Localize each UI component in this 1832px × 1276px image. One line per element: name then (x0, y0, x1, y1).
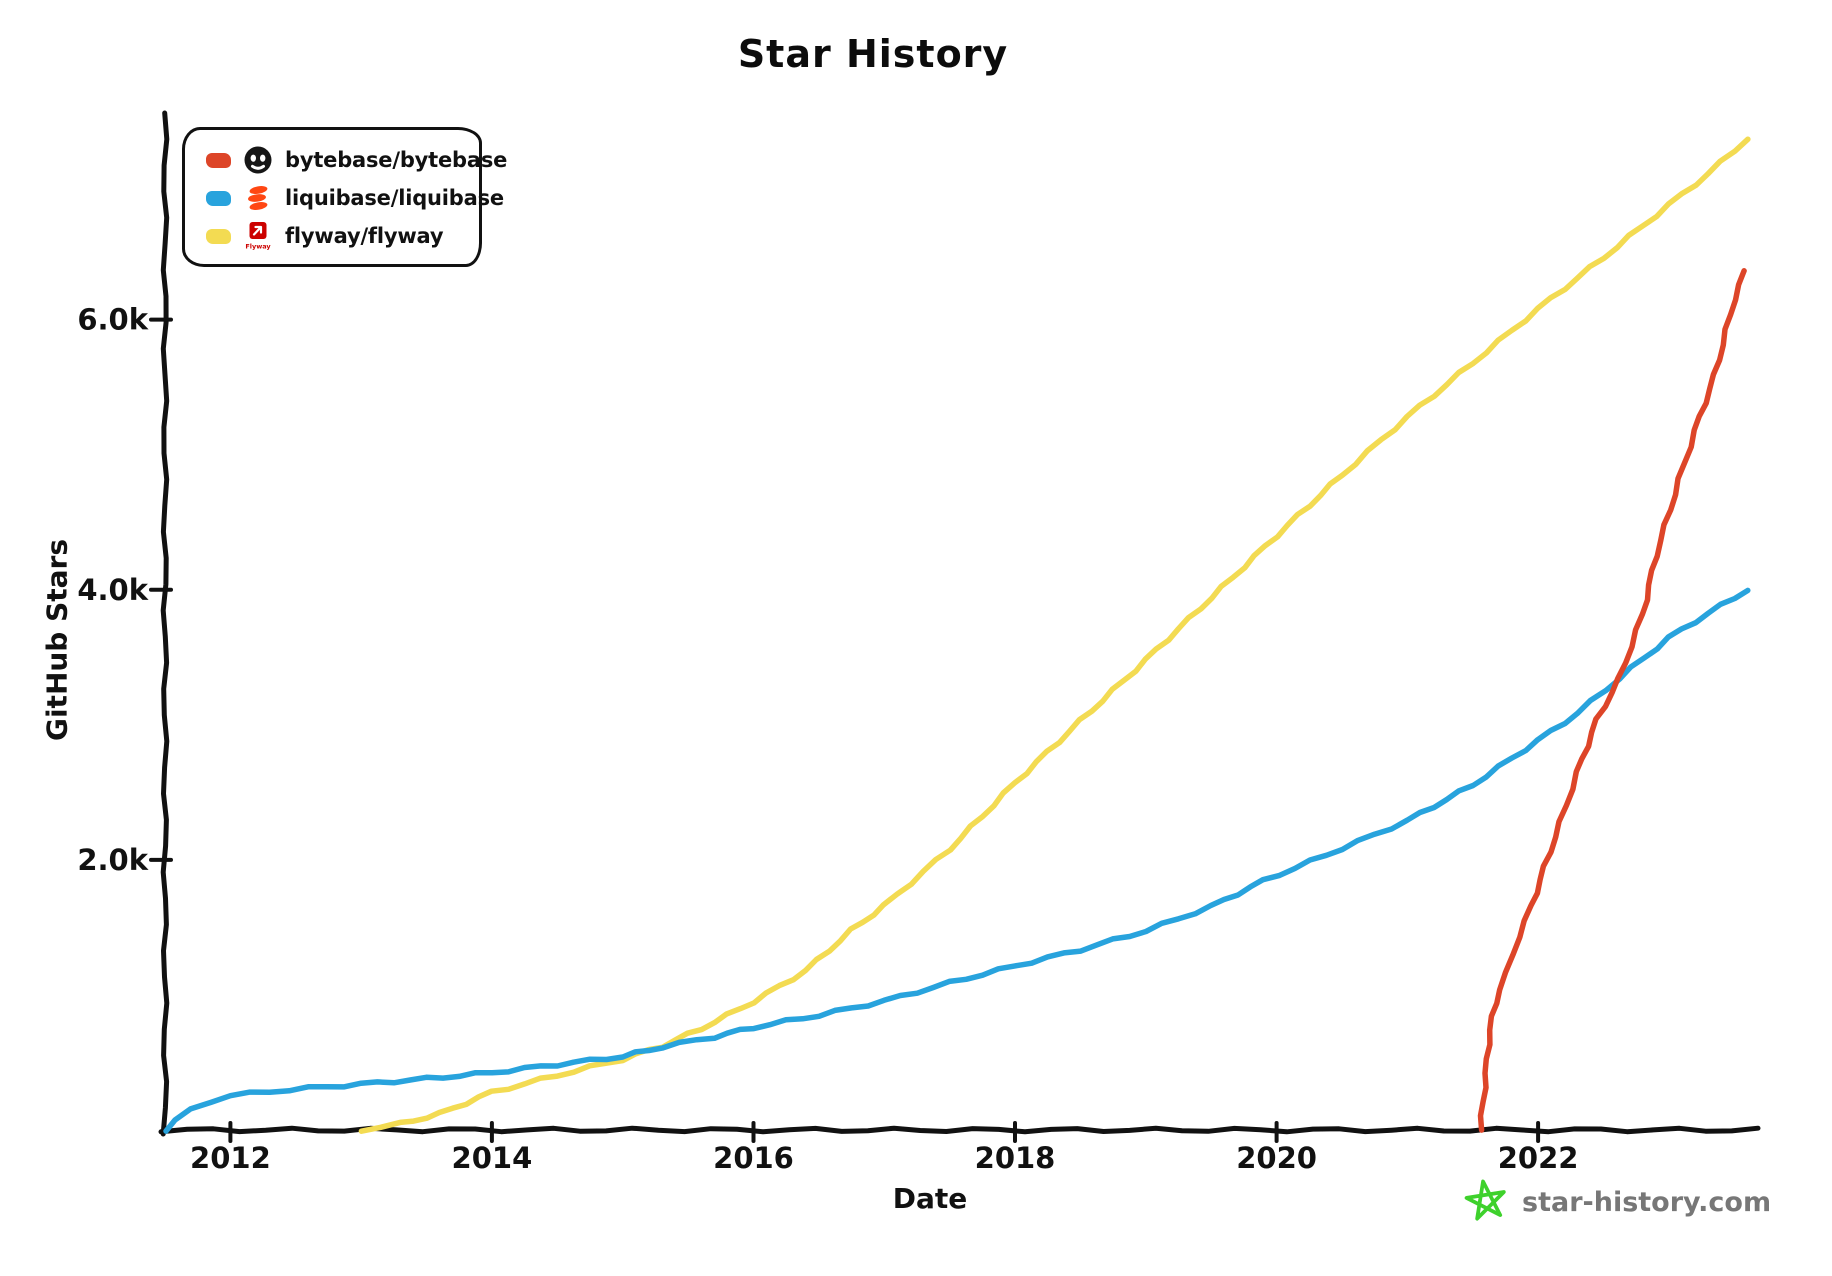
legend-item-bytebase: bytebase/bytebase (206, 141, 507, 179)
series-line-flyway-flyway (358, 136, 1751, 1134)
bytebase-avatar-icon (242, 144, 274, 176)
series-line-liquibase-liquibase (163, 587, 1751, 1134)
y-tick-label: 6.0k (77, 303, 148, 337)
chart-title: Star History (737, 32, 1009, 76)
legend-swatch-liquibase (206, 190, 231, 206)
y-axis-line (160, 110, 170, 1137)
x-tick-label: 2014 (452, 1141, 533, 1175)
legend-label: liquibase/liquibase (285, 186, 504, 210)
x-tick-label: 2016 (713, 1141, 794, 1175)
legend-item-flyway: Flyway flyway/flyway (206, 217, 479, 255)
legend-swatch-flyway (206, 228, 231, 244)
flyway-avatar-icon: Flyway (242, 220, 274, 252)
legend: bytebase/bytebase liquibase/liquibase Fl… (182, 127, 507, 267)
x-tick-label: 2022 (1498, 1141, 1579, 1175)
y-tick-label: 4.0k (77, 573, 148, 607)
legend-item-liquibase: liquibase/liquibase (206, 179, 504, 217)
x-axis-line (158, 1125, 1761, 1135)
legend-label: flyway/flyway (285, 224, 444, 248)
x-tick-label: 2012 (190, 1141, 271, 1175)
x-tick-label: 2018 (975, 1141, 1056, 1175)
y-tick-label: 2.0k (77, 843, 148, 877)
legend-label: bytebase/bytebase (285, 148, 508, 172)
legend-swatch-bytebase (206, 152, 231, 168)
x-axis-label: Date (892, 1182, 968, 1215)
x-tick-label: 2020 (1236, 1141, 1317, 1175)
watermark-text: star-history.com (1522, 1186, 1772, 1218)
watermark: star-history.com (1462, 1176, 1771, 1228)
star-logo-icon (1462, 1176, 1510, 1228)
y-axis-label: GitHub Stars (40, 538, 74, 742)
series-line-bytebase-bytebase (1477, 268, 1747, 1133)
flyway-logo-text: Flyway (245, 242, 271, 250)
liquibase-avatar-icon (242, 182, 274, 214)
